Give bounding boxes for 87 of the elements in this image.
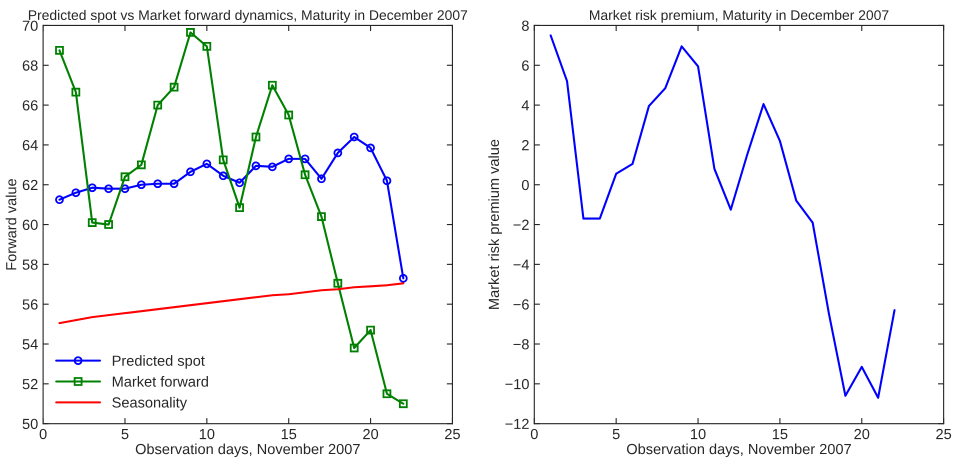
point [120,172,130,182]
point [235,203,244,212]
y-tick-label: −2 [514,220,529,230]
point [398,274,408,283]
point [202,42,212,51]
point [186,167,195,176]
point [153,179,162,188]
point [333,278,342,288]
point [317,212,326,221]
point [350,344,359,352]
point [186,28,195,37]
point [88,218,97,227]
x-tick-label: 5 [122,429,128,440]
x-tick-label: 15 [282,429,296,440]
line-series [550,34,896,399]
point [317,174,326,184]
y-tick-label: 4 [522,100,530,110]
y-tick-label: 62 [22,180,38,190]
point [350,132,359,142]
point [71,188,80,198]
point [268,162,277,172]
y-axis-title: Forward value [6,179,16,270]
point [88,183,97,192]
x-tick-label: 0 [40,428,47,440]
point [252,132,260,142]
point [120,184,130,194]
y-tick-label: 58 [22,259,38,270]
y-tick-label: 6 [522,60,529,71]
x-tick-label: 25 [936,428,952,440]
point [398,399,408,408]
point [202,159,212,168]
point [300,154,310,164]
point [218,171,228,180]
y-tick-label: −10 [505,378,529,390]
y-tick-label: 2 [522,140,529,150]
point [366,326,375,334]
y-tick-label: −4 [514,260,530,270]
x-tick-label: 20 [854,428,870,440]
x-axis-title: Observation days, November 2007 [136,443,360,458]
x-axis-title: Observation days, November 2007 [626,443,851,458]
y-tick-label: 66 [22,100,38,111]
point [136,160,146,170]
x-tick-label: 25 [445,428,460,440]
y-tick-label: 56 [22,299,38,310]
x-tick-label: 15 [772,429,788,440]
y-tick-label: 50 [22,418,38,430]
x-tick-label: 5 [612,429,620,440]
legend-label: Predicted spot [112,355,205,369]
y-tick-label: 60 [22,220,38,230]
point [170,82,178,92]
y-tick-label: 54 [22,339,38,350]
y-tick-label: −8 [514,339,529,350]
y-axis-title: Market risk premium value [488,140,502,309]
point [218,155,228,164]
x-tick-label: 10 [200,428,214,440]
point [382,389,392,398]
point [104,220,113,229]
point [333,148,342,158]
point [268,80,277,90]
y-tick-label: 52 [22,378,38,390]
point [300,170,310,180]
point [55,46,64,55]
y-tick-label: 64 [22,140,38,150]
point [366,144,375,152]
point [170,179,178,188]
point [71,88,80,97]
y-tick-label: 70 [22,20,38,31]
point [252,161,260,170]
y-tick-label: −12 [505,418,529,429]
point [136,180,146,190]
point [55,195,64,204]
y-tick-label: 0 [522,180,529,190]
point [382,176,392,186]
x-tick-label: 0 [530,428,538,440]
point [284,154,294,164]
point [284,110,294,120]
y-tick-label: 8 [522,20,529,31]
legend-label: Market forward [112,376,208,387]
chart-title: Market risk premium, Maturity in December 2007 [590,10,888,23]
y-tick-label: −6 [514,299,529,310]
x-tick-label: 20 [363,428,378,440]
point [153,100,162,110]
point [104,184,113,194]
point [235,178,244,188]
legend-label: Seasonality [112,396,188,411]
x-tick-label: 10 [691,428,706,440]
y-tick-label: 68 [22,60,38,71]
